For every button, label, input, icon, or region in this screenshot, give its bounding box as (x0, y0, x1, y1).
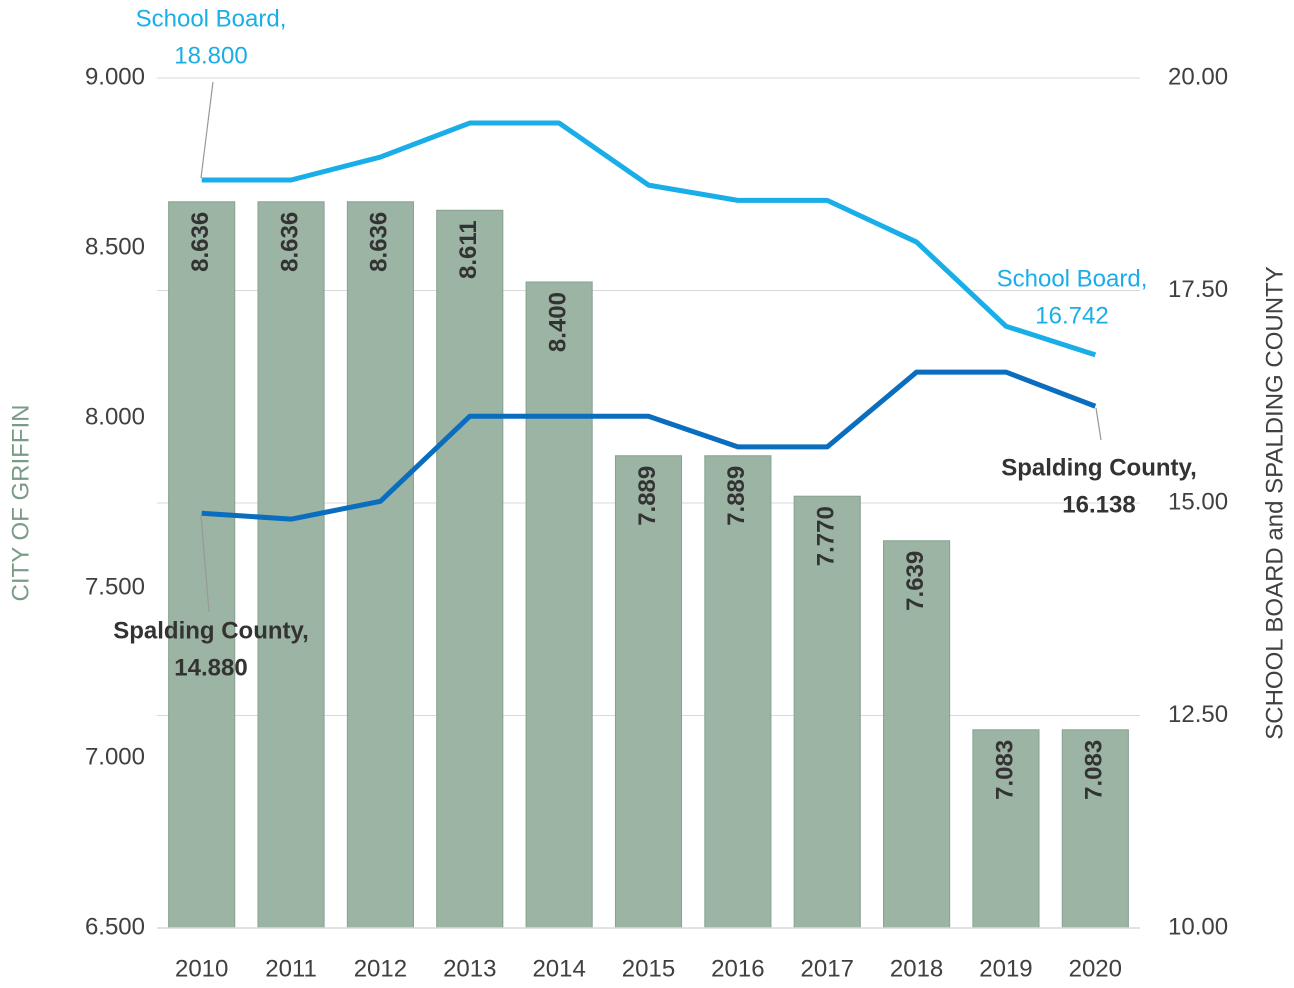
y-tick-label: 7.000 (85, 743, 145, 770)
x-tick-label: 2010 (175, 955, 228, 982)
y-tick-label: 8.000 (85, 403, 145, 430)
y2-tick-label: 20.00 (1168, 63, 1228, 90)
bar-value-label: 8.636 (366, 212, 393, 272)
bar (972, 729, 1040, 929)
y2-tick-label: 12.50 (1168, 701, 1228, 728)
x-tick-label: 2014 (532, 955, 585, 982)
bar (525, 281, 593, 929)
annotation: School Board, (997, 265, 1148, 292)
bar-value-label: 8.636 (276, 212, 303, 272)
annotation-leader (200, 514, 210, 613)
y2-axis-title: SCHOOL BOARD and SPALDING COUNTY (1261, 266, 1288, 739)
bar (436, 209, 504, 929)
bar-value-label: 8.611 (455, 220, 482, 279)
bar (614, 455, 683, 929)
y-axis-title: CITY OF GRIFFIN (7, 405, 34, 602)
line-series (201, 120, 1097, 358)
y2-tick-label: 17.50 (1168, 276, 1228, 303)
bar-value-label: 7.639 (902, 551, 929, 611)
bar (168, 201, 236, 929)
annotation: School Board, (136, 5, 287, 32)
bar-value-label: 7.770 (813, 506, 840, 566)
annotation: 16.138 (1062, 491, 1135, 518)
y-tick-label: 9.000 (85, 63, 145, 90)
x-tick-label: 2013 (443, 955, 496, 982)
annotation-leader (1095, 407, 1102, 441)
bar (257, 201, 325, 929)
x-tick-label: 2016 (711, 955, 764, 982)
x-tick-label: 2020 (1069, 955, 1122, 982)
x-tick-label: 2012 (354, 955, 407, 982)
annotation: Spalding County, (113, 617, 309, 644)
x-tick-label: 2018 (890, 955, 943, 982)
annotation-leader (200, 81, 214, 179)
line-series (201, 369, 1097, 522)
bar (883, 540, 951, 929)
bar-value-label: 8.400 (544, 292, 571, 352)
annotation: 16.742 (1035, 302, 1108, 329)
bar-value-label: 7.083 (991, 740, 1018, 800)
bar (793, 495, 861, 929)
y-tick-label: 8.500 (85, 233, 145, 260)
x-tick-label: 2015 (622, 955, 675, 982)
y-tick-label: 6.500 (85, 913, 145, 940)
bar-value-label: 7.889 (723, 466, 750, 526)
bar (1061, 729, 1129, 929)
x-tick-label: 2011 (265, 955, 317, 982)
x-tick-label: 2017 (801, 955, 854, 982)
bar-value-label: 8.636 (187, 212, 214, 272)
annotation: 14.880 (174, 654, 247, 681)
x-tick-label: 2019 (979, 955, 1032, 982)
annotation: Spalding County, (1001, 454, 1197, 481)
y2-tick-label: 15.00 (1168, 488, 1228, 515)
bar (346, 201, 414, 929)
bar-value-label: 7.083 (1081, 740, 1108, 800)
y2-tick-label: 10.00 (1168, 913, 1228, 940)
bar-value-label: 7.889 (634, 466, 661, 526)
y-tick-label: 7.500 (85, 573, 145, 600)
annotation: 18.800 (174, 42, 247, 69)
